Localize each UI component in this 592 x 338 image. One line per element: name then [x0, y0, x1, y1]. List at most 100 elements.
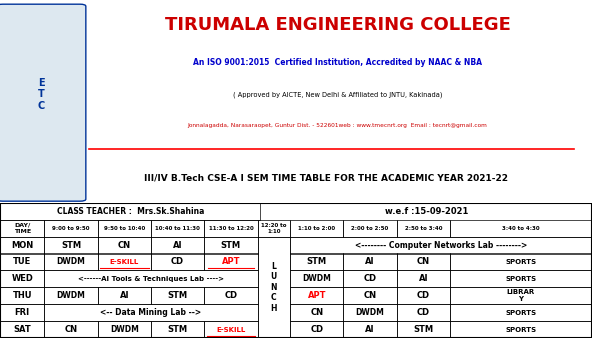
- Bar: [44, 220, 98, 237]
- Text: CN: CN: [310, 308, 323, 317]
- Bar: [0, 220, 44, 237]
- Bar: [204, 237, 258, 254]
- Bar: [204, 254, 258, 270]
- Text: DWDM: DWDM: [57, 291, 85, 300]
- Bar: [290, 237, 592, 254]
- Bar: [0, 203, 260, 220]
- Bar: [290, 321, 343, 338]
- Text: SPORTS: SPORTS: [506, 327, 536, 333]
- Text: CD: CD: [417, 291, 430, 300]
- Text: CN: CN: [363, 291, 377, 300]
- Bar: [450, 270, 592, 287]
- Text: <-- Data Mining Lab -->: <-- Data Mining Lab -->: [101, 308, 201, 317]
- Text: APT: APT: [307, 291, 326, 300]
- Text: CN: CN: [118, 241, 131, 249]
- Bar: [44, 321, 98, 338]
- Bar: [44, 304, 258, 321]
- Text: SPORTS: SPORTS: [506, 276, 536, 282]
- Bar: [343, 270, 397, 287]
- Bar: [343, 304, 397, 321]
- Bar: [151, 321, 204, 338]
- Text: 1:10 to 2:00: 1:10 to 2:00: [298, 226, 335, 231]
- Bar: [343, 321, 397, 338]
- Text: DAY/
TIME: DAY/ TIME: [14, 223, 31, 234]
- Bar: [290, 304, 343, 321]
- Text: III/IV B.Tech CSE-A I SEM TIME TABLE FOR THE ACADEMIC YEAR 2021-22: III/IV B.Tech CSE-A I SEM TIME TABLE FOR…: [144, 174, 507, 183]
- Text: CD: CD: [363, 274, 377, 283]
- Bar: [204, 321, 258, 338]
- Text: APT: APT: [221, 258, 240, 266]
- Bar: [397, 321, 450, 338]
- Text: THU: THU: [12, 291, 32, 300]
- Bar: [290, 220, 343, 237]
- Text: 2:00 to 2:50: 2:00 to 2:50: [352, 226, 388, 231]
- Bar: [0, 287, 44, 304]
- Text: DWDM: DWDM: [356, 308, 384, 317]
- Text: STM: STM: [61, 241, 81, 249]
- Bar: [98, 220, 151, 237]
- Bar: [450, 254, 592, 270]
- Text: 12:20 to
1:10: 12:20 to 1:10: [261, 223, 287, 234]
- Text: AI: AI: [365, 258, 375, 266]
- Bar: [397, 287, 450, 304]
- Bar: [450, 287, 592, 304]
- Bar: [44, 237, 98, 254]
- Text: SPORTS: SPORTS: [506, 259, 536, 265]
- Bar: [44, 287, 98, 304]
- Text: L
U
N
C
H: L U N C H: [271, 262, 277, 313]
- Text: DWDM: DWDM: [303, 274, 331, 283]
- Text: 3:40 to 4:30: 3:40 to 4:30: [502, 226, 540, 231]
- Text: 11:30 to 12:20: 11:30 to 12:20: [208, 226, 253, 231]
- Bar: [397, 304, 450, 321]
- Text: 9:50 to 10:40: 9:50 to 10:40: [104, 226, 145, 231]
- Text: STM: STM: [168, 291, 188, 300]
- Bar: [397, 254, 450, 270]
- Text: CN: CN: [65, 325, 78, 334]
- Text: E
T
C: E T C: [38, 78, 45, 111]
- Text: ( Approved by AICTE, New Delhi & Affiliated to JNTU, Kakinada): ( Approved by AICTE, New Delhi & Affilia…: [233, 91, 442, 98]
- Bar: [204, 287, 258, 304]
- Text: AI: AI: [173, 241, 182, 249]
- Text: TUE: TUE: [13, 258, 31, 266]
- Bar: [290, 270, 343, 287]
- Bar: [0, 321, 44, 338]
- Bar: [44, 254, 98, 270]
- Bar: [343, 220, 397, 237]
- Text: <-------- Computer Networks Lab -------->: <-------- Computer Networks Lab --------…: [355, 241, 527, 249]
- Bar: [0, 254, 44, 270]
- Bar: [0, 237, 44, 254]
- Bar: [290, 254, 343, 270]
- Bar: [450, 220, 592, 237]
- Bar: [0, 304, 44, 321]
- Bar: [98, 321, 151, 338]
- FancyBboxPatch shape: [0, 4, 86, 201]
- Text: CD: CD: [310, 325, 323, 334]
- Text: w.e.f :15-09-2021: w.e.f :15-09-2021: [385, 207, 468, 216]
- Bar: [290, 287, 343, 304]
- Text: <------AI Tools & Techniques Lab ---->: <------AI Tools & Techniques Lab ---->: [78, 276, 224, 282]
- Bar: [450, 321, 592, 338]
- Text: AI: AI: [120, 291, 129, 300]
- Bar: [397, 220, 450, 237]
- Bar: [151, 254, 204, 270]
- Bar: [151, 220, 204, 237]
- Text: An ISO 9001:2015  Certified Institution, Accredited by NAAC & NBA: An ISO 9001:2015 Certified Institution, …: [193, 58, 482, 67]
- Bar: [204, 220, 258, 237]
- Text: DWDM: DWDM: [110, 325, 139, 334]
- Text: LIBRAR
Y: LIBRAR Y: [507, 289, 535, 302]
- Bar: [98, 237, 151, 254]
- Bar: [0, 270, 44, 287]
- Bar: [44, 270, 258, 287]
- Text: STM: STM: [221, 241, 241, 249]
- Text: SPORTS: SPORTS: [506, 310, 536, 316]
- Bar: [258, 220, 290, 237]
- Bar: [151, 237, 204, 254]
- Text: MON: MON: [11, 241, 33, 249]
- Text: TIRUMALA ENGINEERING COLLEGE: TIRUMALA ENGINEERING COLLEGE: [165, 16, 510, 34]
- Bar: [397, 270, 450, 287]
- Text: 2:50 to 3:40: 2:50 to 3:40: [404, 226, 442, 231]
- Text: Jonnalagadda, Narasaraopet, Guntur Dist. - 522601web : www.tmecnrt.org  Email : : Jonnalagadda, Narasaraopet, Guntur Dist.…: [188, 123, 487, 128]
- Text: WED: WED: [11, 274, 33, 283]
- Bar: [450, 304, 592, 321]
- Text: 10:40 to 11:30: 10:40 to 11:30: [155, 226, 200, 231]
